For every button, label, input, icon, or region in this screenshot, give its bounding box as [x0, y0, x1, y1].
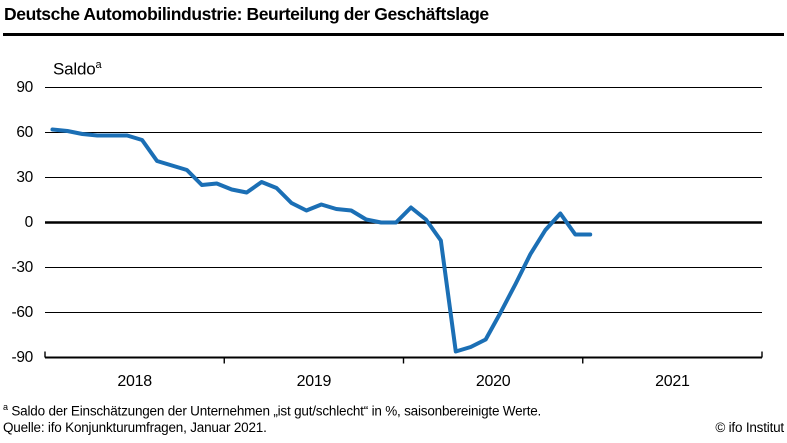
gridlines-group: [45, 86, 762, 359]
footnote-marker: a: [3, 402, 8, 412]
data-line: [50, 127, 593, 354]
title-divider-rule: [3, 33, 784, 36]
y-axis-tick-label: -60: [11, 303, 33, 321]
footnote-definition-text: Saldo der Einschätzungen der Unternehmen…: [7, 403, 542, 419]
copyright-note: © ifo Institut: [715, 420, 784, 435]
x-axis-year-label: 2021: [655, 373, 690, 390]
y-axis-unit-label: Saldoa: [53, 59, 102, 80]
y-axis-tick-label: -90: [11, 348, 33, 366]
y-axis-tick-label: 90: [16, 78, 33, 96]
chart-title: Deutsche Automobilindustrie: Beurteilung…: [4, 4, 489, 24]
y-axis-tick-label: -30: [11, 258, 33, 276]
y-axis-tick-label: 60: [16, 123, 33, 141]
footnote-source: Quelle: ifo Konjunkturumfragen, Januar 2…: [3, 420, 267, 435]
footnote-definition: a Saldo der Einschätzungen der Unternehm…: [3, 402, 541, 419]
y-axis-tick-label: 30: [16, 168, 33, 186]
y-axis-unit-text: Saldo: [53, 59, 96, 79]
y-axis-unit-footnote-marker: a: [95, 59, 102, 71]
y-axis-tick-label: 0: [24, 213, 34, 231]
axis-ticks-group: [44, 351, 763, 364]
x-axis-year-label: 2020: [475, 373, 511, 390]
x-axis-year-label: 2019: [296, 373, 332, 390]
x-axis-year-label: 2018: [117, 373, 152, 390]
